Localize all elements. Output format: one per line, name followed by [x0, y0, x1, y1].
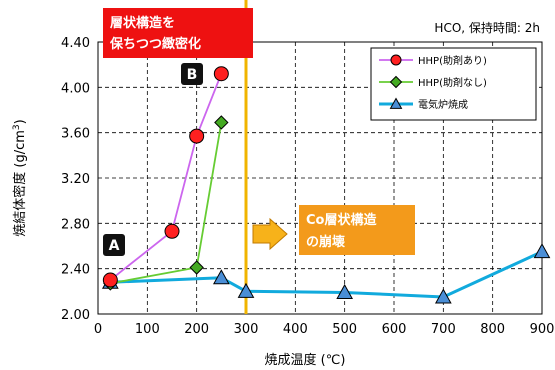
- y-tick-label: 4.40: [61, 36, 90, 51]
- circle-marker: [164, 223, 180, 239]
- series-1: [102, 66, 229, 288]
- x-tick-labels: 0 100 200 300 400 500 600 700 800 900: [94, 322, 555, 337]
- y-tick-label: 2.80: [61, 217, 90, 232]
- x-tick-label: 600: [382, 322, 407, 337]
- series-3-line: [110, 250, 543, 299]
- label-b: B: [181, 63, 203, 85]
- right-callout-box: [299, 205, 415, 255]
- legend-items: HHP(助剤あり) HHP(助剤なし) 電気炉焼成: [379, 54, 487, 111]
- legend-label: HHP(助剤あり): [418, 54, 487, 67]
- series-1-line: [109, 73, 223, 281]
- x-tick-label: 400: [283, 322, 308, 337]
- top-callout: 層状構造を 保ちつつ緻密化: [103, 8, 253, 58]
- right-callout-line-2: の崩壊: [306, 234, 346, 250]
- condition-label: HCO, 保持時間: 2h: [434, 20, 540, 35]
- label-a-box: [103, 234, 125, 256]
- label-b-box: [181, 63, 203, 85]
- legend: HHP(助剤あり) HHP(助剤なし) 電気炉焼成: [370, 47, 537, 121]
- y-tick-label: 2.40: [61, 263, 90, 278]
- y-tick-label: 3.60: [61, 127, 90, 142]
- circle-marker: [390, 54, 402, 66]
- label-b-text: B: [187, 67, 198, 83]
- triangle-marker: [212, 269, 230, 285]
- triangle-marker: [237, 282, 255, 298]
- x-tick-label: 300: [234, 322, 259, 337]
- right-arrow-icon: [252, 217, 288, 251]
- label-a-text: A: [109, 238, 120, 254]
- y-axis-title: 焼結体密度 (g/cm3): [12, 119, 28, 236]
- legend-item-1: HHP(助剤あり): [379, 54, 487, 67]
- diamond-marker: [189, 260, 204, 275]
- x-tick-label: 200: [184, 322, 209, 337]
- x-tick-label: 100: [135, 322, 160, 337]
- top-callout-line-1: 層状構造を: [110, 15, 175, 31]
- legend-item-2: HHP(助剤なし): [379, 75, 487, 89]
- y-tick-labels: 2.00 2.40 2.80 3.20 3.60 4.00 4.40: [61, 36, 90, 323]
- x-tick-label: 700: [431, 322, 456, 337]
- triangle-marker: [336, 283, 354, 299]
- x-tick-label: 900: [530, 322, 555, 337]
- circle-marker: [102, 272, 118, 288]
- top-callout-box: [103, 8, 253, 58]
- circle-marker: [213, 66, 229, 82]
- top-callout-line-2: 保ちつつ緻密化: [109, 36, 201, 52]
- y-tick-label: 4.00: [61, 81, 90, 96]
- triangle-marker: [533, 243, 551, 259]
- y-tick-label: 2.00: [61, 308, 90, 323]
- legend-label: 電気炉焼成: [418, 98, 468, 111]
- x-tick-label: 0: [94, 322, 102, 337]
- circle-marker: [189, 128, 205, 144]
- right-callout: Co層状構造 の崩壊: [252, 205, 415, 255]
- x-tick-label: 800: [480, 322, 505, 337]
- y-tick-label: 3.20: [61, 172, 90, 187]
- legend-label: HHP(助剤なし): [418, 76, 487, 89]
- grid: [98, 42, 542, 314]
- triangle-marker: [389, 97, 403, 109]
- diamond-marker: [214, 115, 229, 130]
- diamond-marker: [389, 75, 403, 89]
- label-a: A: [103, 234, 125, 256]
- legend-item-3: 電気炉焼成: [379, 97, 468, 111]
- series-layer: [101, 66, 551, 304]
- x-axis-title: 焼成温度 (℃): [265, 352, 346, 368]
- right-callout-line-1: Co層状構造: [306, 212, 377, 228]
- x-tick-label: 500: [332, 322, 357, 337]
- triangle-marker: [434, 288, 452, 304]
